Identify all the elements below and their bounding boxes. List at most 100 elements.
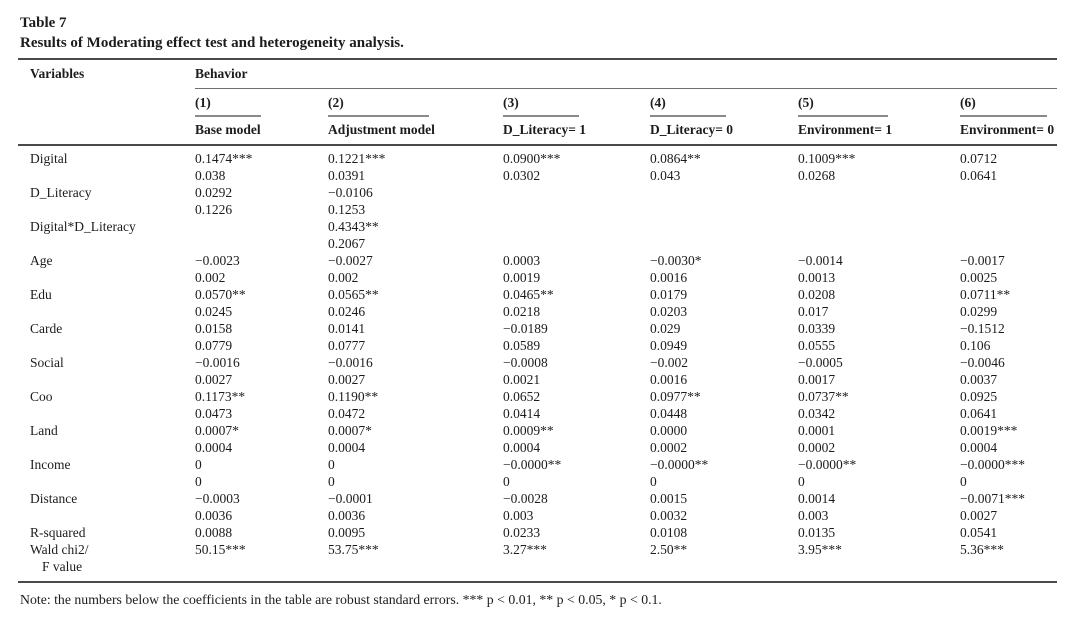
table-row: Edu 0.0570** 0.0565** 0.0465** 0.0179 0.0208 0…: [18, 286, 1057, 303]
table-body: Digital 0.1474*** 0.1221*** 0.0900*** 0.0864…: [18, 146, 1057, 581]
table-cell: 0.0027: [195, 372, 233, 387]
row-label: F value: [42, 559, 83, 574]
column-number-header: (1): [195, 94, 328, 117]
column-model-header: Base model: [195, 122, 261, 137]
table-cell: −0.0046: [960, 355, 1005, 370]
row-label: D_Literacy: [30, 185, 92, 200]
table-cell: −0.0017: [960, 253, 1005, 268]
table-cell: 0.0900***: [503, 151, 561, 166]
table-cell: 0.0036: [195, 508, 233, 523]
table-cell: 0.0013: [798, 270, 836, 285]
table-cell: 0.0864**: [650, 151, 701, 166]
row-label: [18, 303, 195, 320]
table-number: Table 7: [20, 15, 67, 31]
column-model-header: Adjustment model: [328, 122, 435, 137]
table-cell: 0.0027: [960, 508, 998, 523]
table-cell: [960, 558, 1057, 575]
col-header-variables: Variables: [30, 66, 85, 81]
table-row: Distance −0.0003 −0.0001 −0.0028 0.0015 0.001…: [18, 490, 1057, 507]
table-cell: −0.0023: [195, 253, 240, 268]
column-model-header: D_Literacy= 1: [503, 122, 587, 137]
table-cell: −0.0001: [328, 491, 373, 506]
table-cell: 0.0027: [328, 372, 366, 387]
table-cell: −0.002: [650, 355, 688, 370]
table-cell: 0.0203: [650, 304, 688, 319]
table-cell: 0: [195, 474, 202, 489]
table-cell: 0.029: [650, 321, 681, 336]
table-cell: [960, 201, 1057, 218]
table-row: 0.0245 0.0246 0.0218 0.0203 0.017 0.0299: [18, 303, 1057, 320]
table-cell: 0.0777: [328, 338, 366, 353]
column-underline: [960, 115, 1047, 117]
table-cell: 0: [650, 474, 657, 489]
table-cell: 0.0017: [798, 372, 836, 387]
table-cell: [328, 558, 503, 575]
column-number-header: (4): [650, 94, 798, 117]
header-spacer: [18, 94, 195, 117]
table-cell: 0.0391: [328, 168, 366, 183]
table-row: Social −0.0016 −0.0016 −0.0008 −0.002 −0.0005…: [18, 354, 1057, 371]
table-cell: 0.0208: [798, 287, 836, 302]
table-row: Land 0.0007* 0.0007* 0.0009** 0.0000 0.0001 0.…: [18, 422, 1057, 439]
table-cell: −0.0028: [503, 491, 548, 506]
table-cell: 0.0007*: [328, 423, 372, 438]
table-cell: 3.95***: [798, 542, 842, 557]
table-cell: 0.0233: [503, 525, 541, 540]
table-cell: [798, 201, 960, 218]
column-number-header: (6): [960, 94, 1057, 117]
table-cell: [503, 218, 650, 235]
table-row: 0.2067: [18, 235, 1057, 252]
table-cell: 0.0541: [960, 525, 998, 540]
table-cell: [503, 201, 650, 218]
table-cell: 0.0977**: [650, 389, 701, 404]
table-cell: 0.0004: [195, 440, 233, 455]
title-block: Table 7 Results of Moderating effect tes…: [0, 0, 1080, 53]
header-row-group: Variables Behavior: [18, 60, 1057, 89]
table-cell: 0.0414: [503, 406, 541, 421]
table-cell: 0.003: [503, 508, 534, 523]
table-cell: 0.0641: [960, 168, 998, 183]
row-label: [18, 371, 195, 388]
row-label: R-squared: [30, 525, 86, 540]
table-cell: 0: [195, 457, 202, 472]
col-group-header-behavior: Behavior: [195, 65, 1057, 89]
table-cell: 0.002: [195, 270, 226, 285]
table-cell: 0.0032: [650, 508, 688, 523]
table-row: Wald chi2/50.15*** 53.75*** 3.27*** 2.50** 3…: [18, 541, 1057, 558]
row-label: Age: [30, 253, 53, 268]
row-label: [18, 405, 195, 422]
table-cell: 0.0712: [960, 151, 998, 166]
table-cell: 0.0299: [960, 304, 998, 319]
row-label: [18, 235, 195, 252]
table-cell: 0.0007*: [195, 423, 239, 438]
table-cell: [650, 184, 798, 201]
row-label: Coo: [30, 389, 53, 404]
table-cell: −0.0189: [503, 321, 548, 336]
table-cell: 0.003: [798, 508, 829, 523]
table-row: D_Literacy 0.0292 −0.0106: [18, 184, 1057, 201]
table-cell: 0.0570**: [195, 287, 246, 302]
table-cell: 0.0779: [195, 338, 233, 353]
table-cell: 0.0108: [650, 525, 688, 540]
table-cell: [195, 218, 328, 235]
table-row: 0.1226 0.1253: [18, 201, 1057, 218]
table-cell: [650, 235, 798, 252]
table-cell: 0.0925: [960, 389, 998, 404]
column-number-header: (3): [503, 94, 650, 117]
table-row: Carde 0.0158 0.0141 −0.0189 0.029 0.0339 −0.15…: [18, 320, 1057, 337]
table-cell: −0.0027: [328, 253, 373, 268]
table-row: Digital 0.1474*** 0.1221*** 0.0900*** 0.0864…: [18, 150, 1057, 167]
row-label: [18, 201, 195, 218]
table-cell: 0: [328, 457, 335, 472]
table-cell: 0.0448: [650, 406, 688, 421]
table-note: Note: the numbers below the coefficients…: [20, 592, 662, 607]
table-cell: 0.0158: [195, 321, 233, 336]
table-cell: 0.0302: [503, 168, 541, 183]
table-cell: 0.0037: [960, 372, 998, 387]
table-cell: [960, 184, 1057, 201]
table-cell: −0.0030*: [650, 253, 702, 268]
table-cell: 0.0002: [798, 440, 836, 455]
table-cell: 0.0292: [195, 185, 233, 200]
column-underline: [798, 115, 888, 117]
table-cell: −0.1512: [960, 321, 1005, 336]
